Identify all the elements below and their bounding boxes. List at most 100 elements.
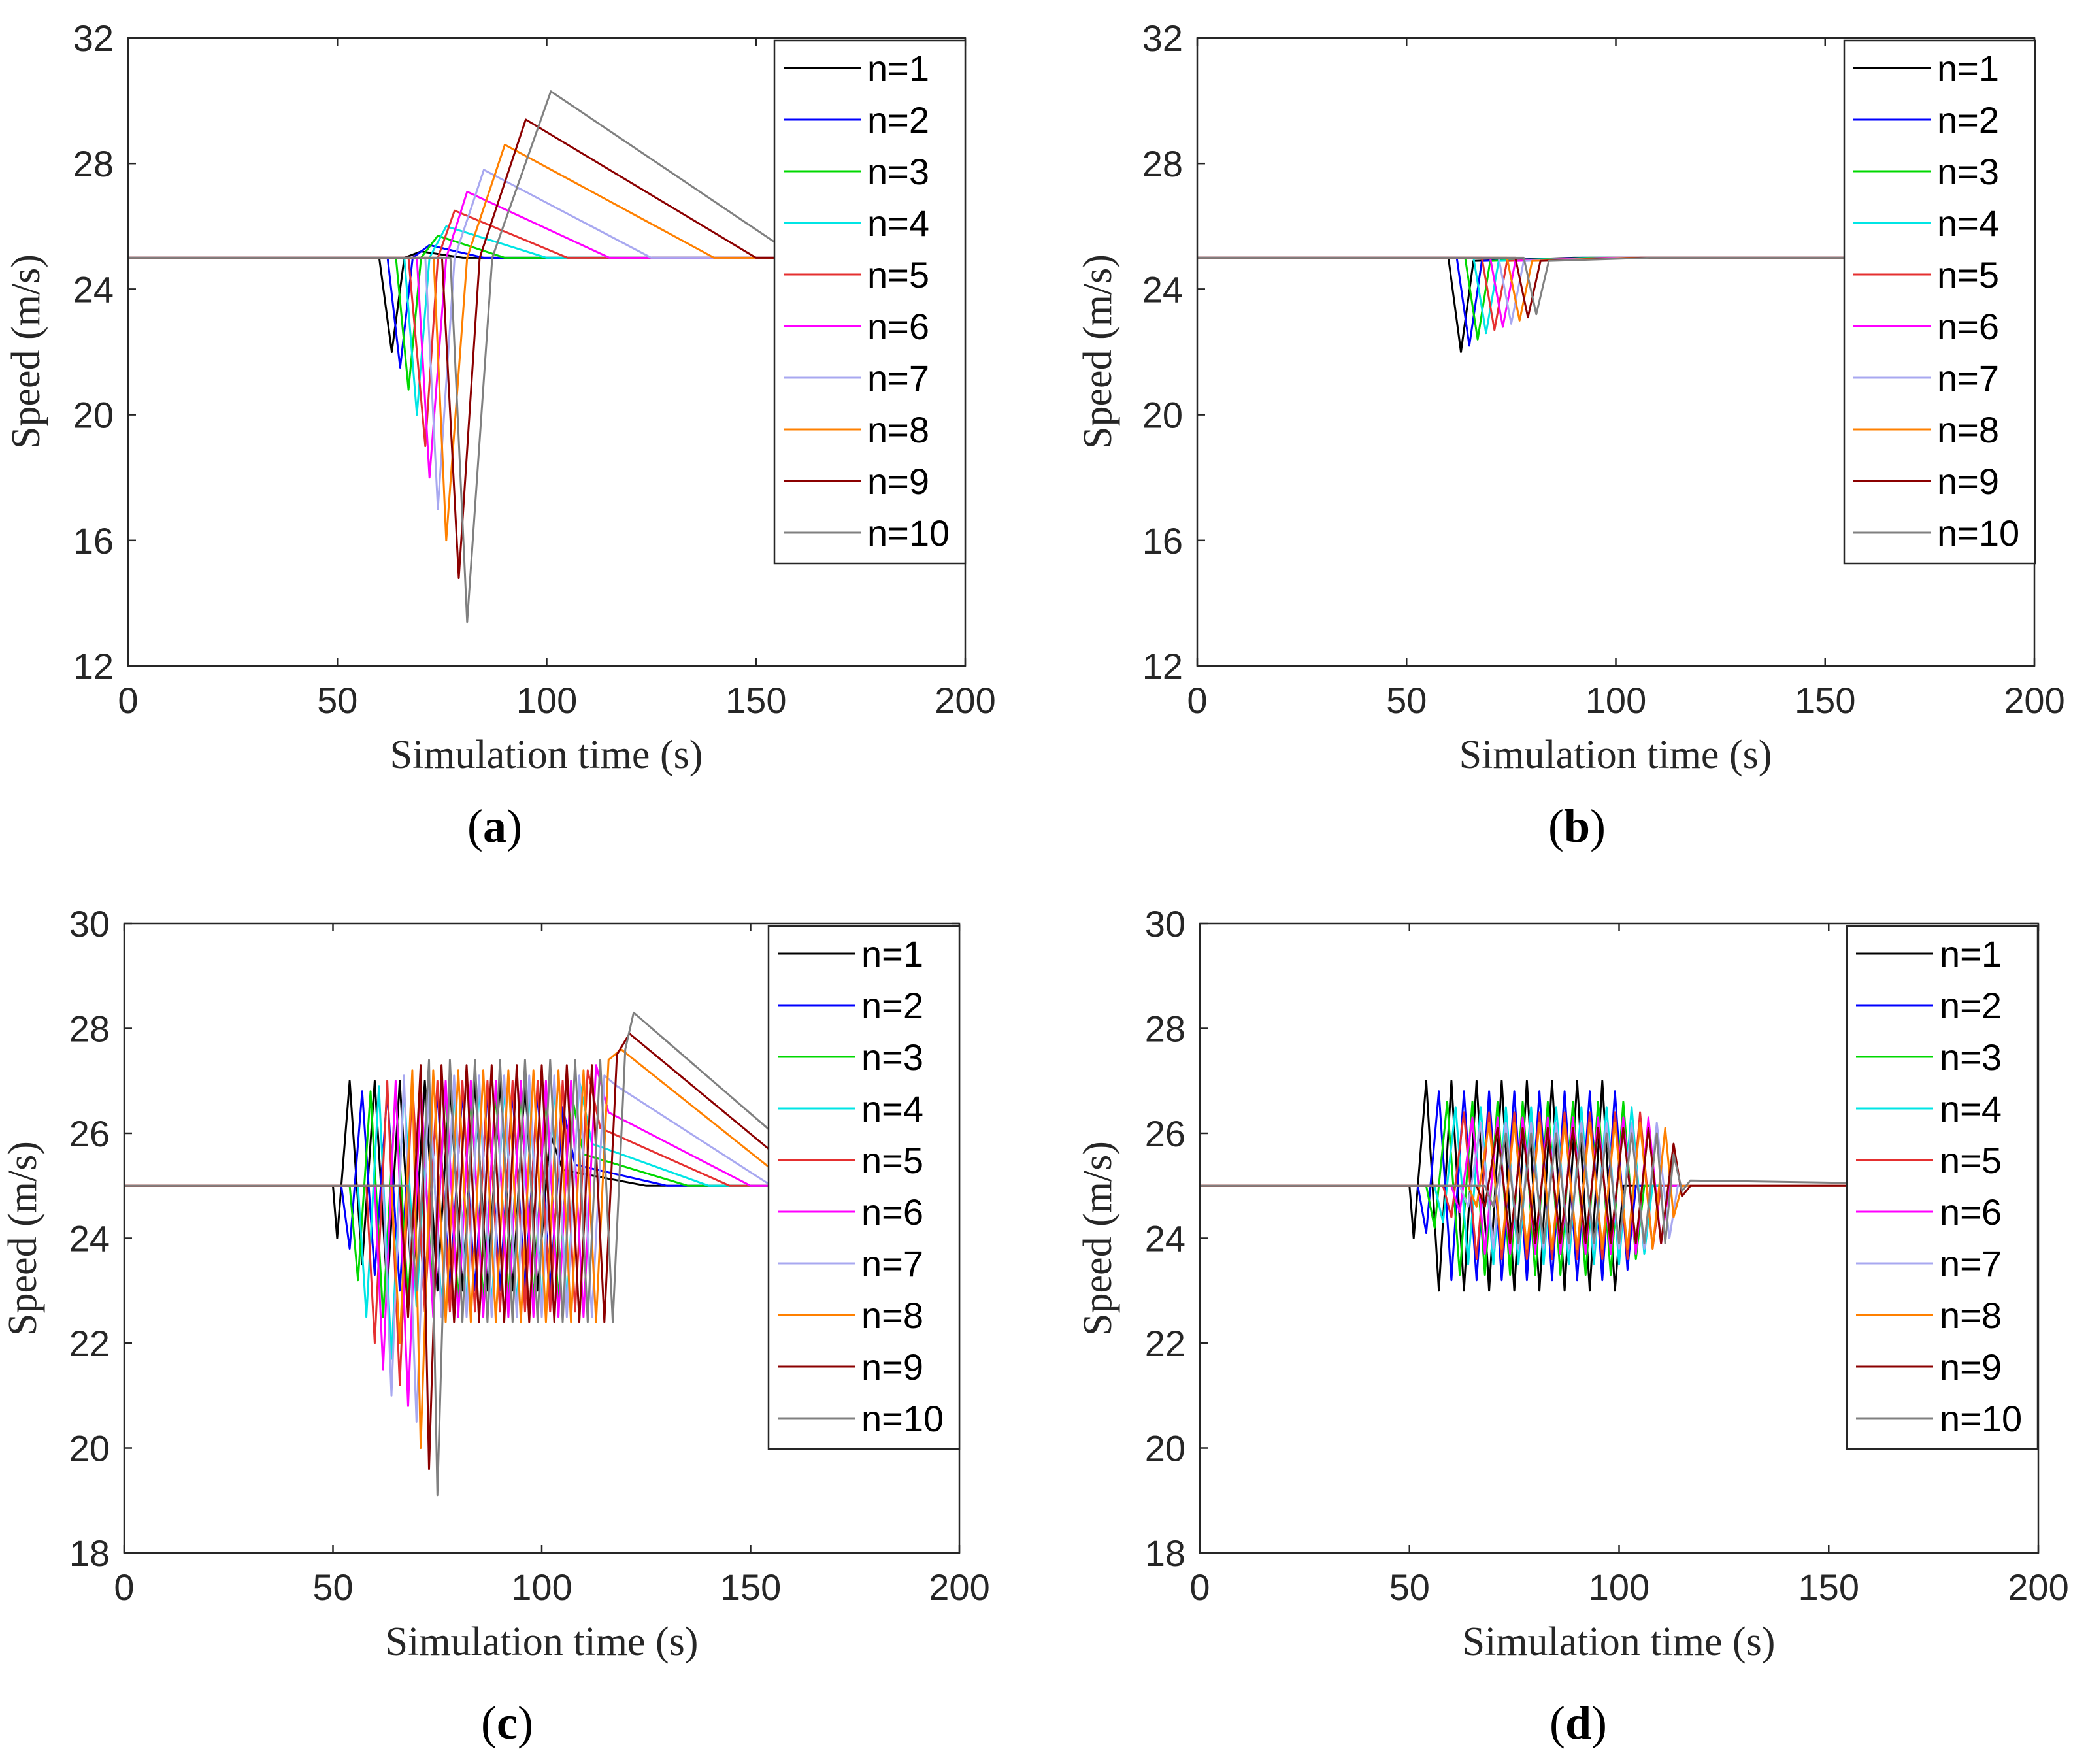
panel-label-open: ( [1549, 1697, 1565, 1749]
legend-label-1: n=1 [867, 48, 929, 89]
x-tick-label: 150 [1795, 680, 1855, 721]
legend-label-8: n=8 [861, 1295, 923, 1336]
legend-label-10: n=10 [1940, 1398, 2022, 1439]
y-tick-label: 28 [69, 1008, 110, 1050]
legend-label-1: n=1 [1940, 933, 2002, 974]
panel-label-close: ) [506, 800, 522, 852]
legend-box [1846, 925, 2039, 1450]
panel-label: (d) [1549, 1697, 1607, 1749]
series-line-10 [1197, 256, 2034, 316]
legend-label-4: n=4 [1940, 1088, 2002, 1129]
x-tick-label: 100 [511, 1567, 572, 1608]
x-axis-title: Simulation time (s) [386, 1620, 699, 1664]
legend-label-1: n=1 [1937, 48, 1999, 89]
y-tick-label: 18 [69, 1533, 110, 1574]
legend-label-7: n=7 [1940, 1243, 2002, 1284]
chart-panel-d: 0 50 100 150 200 18 20 22 24 26 28 30 Simulation tim… [1076, 903, 2069, 1749]
y-tick-label: 12 [73, 646, 114, 687]
legend: n=1 n=2 n=3 n=4 n=5 n=6 n=7 n=8 n=9 n=10 [1843, 39, 2036, 565]
y-axis-title: Speed (m/s) [1, 1141, 45, 1336]
y-axis-title: Speed (m/s) [4, 254, 48, 449]
legend-label-3: n=3 [1940, 1037, 2002, 1078]
panel-label-close: ) [1591, 1697, 1607, 1749]
series-group [1197, 256, 2034, 353]
legend-box [767, 925, 961, 1450]
legend: n=1 n=2 n=3 n=4 n=5 n=6 n=7 n=8 n=9 n=10 [1846, 925, 2039, 1450]
y-tick-label: 26 [69, 1113, 110, 1154]
x-tick-label: 200 [2008, 1567, 2068, 1608]
legend-label-7: n=7 [861, 1243, 923, 1284]
series-line-9 [1200, 1127, 2038, 1244]
y-tick-label: 16 [73, 520, 114, 561]
legend-box [1843, 39, 2036, 565]
y-tick-label: 22 [1145, 1323, 1185, 1364]
legend-label-10: n=10 [861, 1398, 944, 1439]
panel-label-open: ( [467, 800, 483, 852]
y-tick-label: 30 [69, 903, 110, 944]
panel-label: (c) [481, 1697, 533, 1749]
x-tick-label: 0 [1189, 1567, 1210, 1608]
legend: n=1 n=2 n=3 n=4 n=5 n=6 n=7 n=8 n=9 n=10 [773, 39, 967, 565]
legend-label-8: n=8 [867, 409, 929, 450]
panel-label-close: ) [518, 1697, 533, 1749]
x-axis-title: Simulation time (s) [1459, 733, 1772, 777]
y-tick-label: 20 [1145, 1428, 1185, 1469]
y-tick-label: 30 [1145, 903, 1185, 944]
legend-label-10: n=10 [867, 512, 950, 554]
series-line-8 [1200, 1122, 2038, 1250]
legend-label-5: n=5 [861, 1140, 923, 1181]
legend-label-6: n=6 [1937, 306, 1999, 347]
y-tick-label: 24 [73, 269, 114, 310]
legend-label-6: n=6 [1940, 1191, 2002, 1233]
x-axis-title: Simulation time (s) [390, 733, 703, 777]
panel-label-letter: d [1565, 1697, 1591, 1749]
y-axis-title: Speed (m/s) [1076, 254, 1120, 449]
x-tick-label: 100 [1585, 680, 1646, 721]
x-tick-label: 100 [1589, 1567, 1649, 1608]
y-tick-label: 16 [1142, 520, 1183, 561]
y-tick-label: 28 [1142, 143, 1183, 184]
legend-box [773, 39, 967, 565]
panel-label-letter: c [497, 1697, 518, 1749]
legend-label-8: n=8 [1937, 409, 1999, 450]
y-tick-label: 12 [1142, 646, 1183, 687]
legend-label-3: n=3 [1937, 151, 1999, 192]
legend-label-2: n=2 [1940, 985, 2002, 1026]
legend-label-2: n=2 [861, 985, 923, 1026]
series-group [1200, 1080, 2038, 1292]
legend-label-3: n=3 [867, 151, 929, 192]
legend-label-4: n=4 [861, 1088, 923, 1129]
x-axis-title: Simulation time (s) [1463, 1620, 1776, 1664]
series-group [124, 1011, 959, 1497]
legend: n=1 n=2 n=3 n=4 n=5 n=6 n=7 n=8 n=9 n=10 [767, 925, 961, 1450]
x-tick-label: 0 [114, 1567, 134, 1608]
panel-label-letter: a [483, 800, 506, 852]
chart-panel-b: 0 50 100 150 200 12 16 20 24 28 32 Simulation time … [1076, 18, 2065, 852]
y-tick-label: 26 [1145, 1113, 1185, 1154]
y-axis-title: Speed (m/s) [1076, 1141, 1120, 1336]
x-tick-label: 150 [720, 1567, 781, 1608]
y-tick-label: 20 [69, 1428, 110, 1469]
series-line-10 [1200, 1132, 2038, 1244]
legend-label-8: n=8 [1940, 1295, 2002, 1336]
x-tick-label: 200 [929, 1567, 989, 1608]
legend-label-6: n=6 [867, 306, 929, 347]
legend-label-9: n=9 [1940, 1346, 2002, 1388]
y-tick-label: 24 [69, 1218, 110, 1259]
panel-label-open: ( [1548, 800, 1564, 852]
legend-label-4: n=4 [867, 203, 929, 244]
y-tick-label: 24 [1142, 269, 1183, 310]
legend-label-6: n=6 [861, 1191, 923, 1233]
panel-label: (a) [467, 800, 522, 852]
y-tick-label: 20 [73, 395, 114, 436]
x-tick-label: 50 [1389, 1567, 1430, 1608]
legend-label-1: n=1 [861, 933, 923, 974]
legend-label-5: n=5 [1940, 1140, 2002, 1181]
series-line-7 [124, 1074, 959, 1423]
legend-label-7: n=7 [1937, 358, 1999, 399]
y-tick-label: 32 [73, 18, 114, 59]
panel-label: (b) [1548, 800, 1606, 852]
x-tick-label: 150 [1798, 1567, 1859, 1608]
x-tick-label: 50 [317, 680, 357, 721]
